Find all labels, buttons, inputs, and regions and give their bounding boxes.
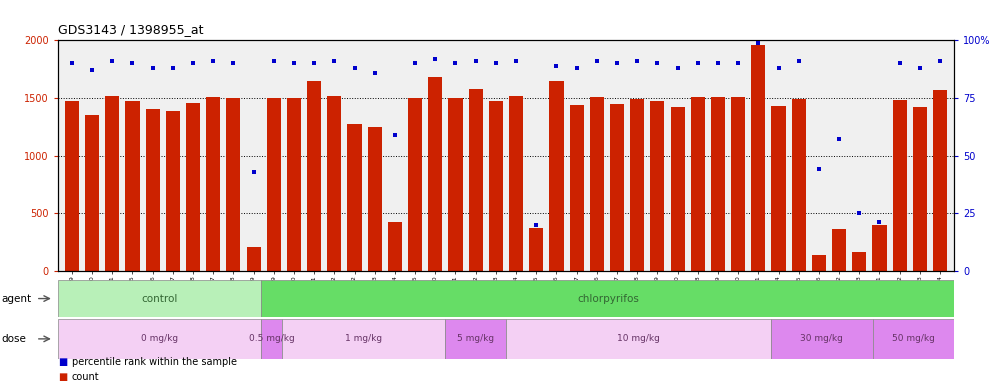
Text: 0 mg/kg: 0 mg/kg (141, 334, 178, 343)
Bar (892, 100, 906, 271)
Bar (368, 127, 381, 271)
Bar (872, 319, 954, 359)
Bar (445, 319, 506, 359)
Bar (506, 319, 771, 359)
Bar (58, 280, 262, 317)
Bar (262, 280, 954, 317)
Text: dose: dose (1, 334, 26, 344)
Bar (489, 101, 503, 271)
Bar (690, 97, 705, 271)
Bar (570, 105, 584, 271)
Text: ■: ■ (58, 357, 67, 367)
Bar (267, 98, 281, 271)
Bar (328, 96, 342, 271)
Bar (731, 97, 745, 271)
Bar (550, 81, 564, 271)
Bar (85, 115, 100, 271)
Bar (853, 252, 867, 271)
Bar (630, 99, 644, 271)
Text: GDS3143 / 1398955_at: GDS3143 / 1398955_at (58, 23, 203, 36)
Text: percentile rank within the sample: percentile rank within the sample (72, 357, 237, 367)
Bar (226, 98, 240, 271)
Text: 30 mg/kg: 30 mg/kg (801, 334, 844, 343)
Bar (610, 104, 624, 271)
Bar (247, 247, 261, 271)
Text: ■: ■ (58, 372, 67, 382)
Bar (58, 319, 262, 359)
Bar (468, 89, 483, 271)
Bar (772, 106, 786, 271)
Bar (387, 222, 402, 271)
Bar (262, 319, 282, 359)
Bar (65, 101, 79, 271)
Bar (206, 97, 220, 271)
Text: 10 mg/kg: 10 mg/kg (617, 334, 659, 343)
Text: chlorpyrifos: chlorpyrifos (577, 293, 638, 304)
Bar (670, 107, 684, 271)
Bar (590, 97, 604, 271)
Bar (912, 107, 927, 271)
Bar (307, 81, 322, 271)
Bar (650, 101, 664, 271)
Bar (106, 96, 120, 271)
Bar (812, 255, 826, 271)
Bar (428, 77, 442, 271)
Bar (529, 228, 544, 271)
Bar (933, 90, 947, 271)
Bar (448, 98, 462, 271)
Bar (287, 98, 301, 271)
Bar (282, 319, 445, 359)
Bar (771, 319, 872, 359)
Bar (751, 45, 765, 271)
Bar (348, 124, 362, 271)
Text: control: control (141, 293, 178, 304)
Text: 1 mg/kg: 1 mg/kg (345, 334, 381, 343)
Bar (872, 225, 886, 271)
Bar (832, 229, 847, 271)
Bar (186, 103, 200, 271)
Bar (125, 101, 139, 271)
Bar (165, 111, 180, 271)
Text: 50 mg/kg: 50 mg/kg (892, 334, 935, 343)
Bar (792, 99, 806, 271)
Text: agent: agent (1, 293, 31, 304)
Bar (145, 109, 159, 271)
Bar (711, 97, 725, 271)
Bar (408, 98, 422, 271)
Bar (509, 96, 523, 271)
Text: 0.5 mg/kg: 0.5 mg/kg (249, 334, 295, 343)
Text: count: count (72, 372, 100, 382)
Text: 5 mg/kg: 5 mg/kg (457, 334, 494, 343)
